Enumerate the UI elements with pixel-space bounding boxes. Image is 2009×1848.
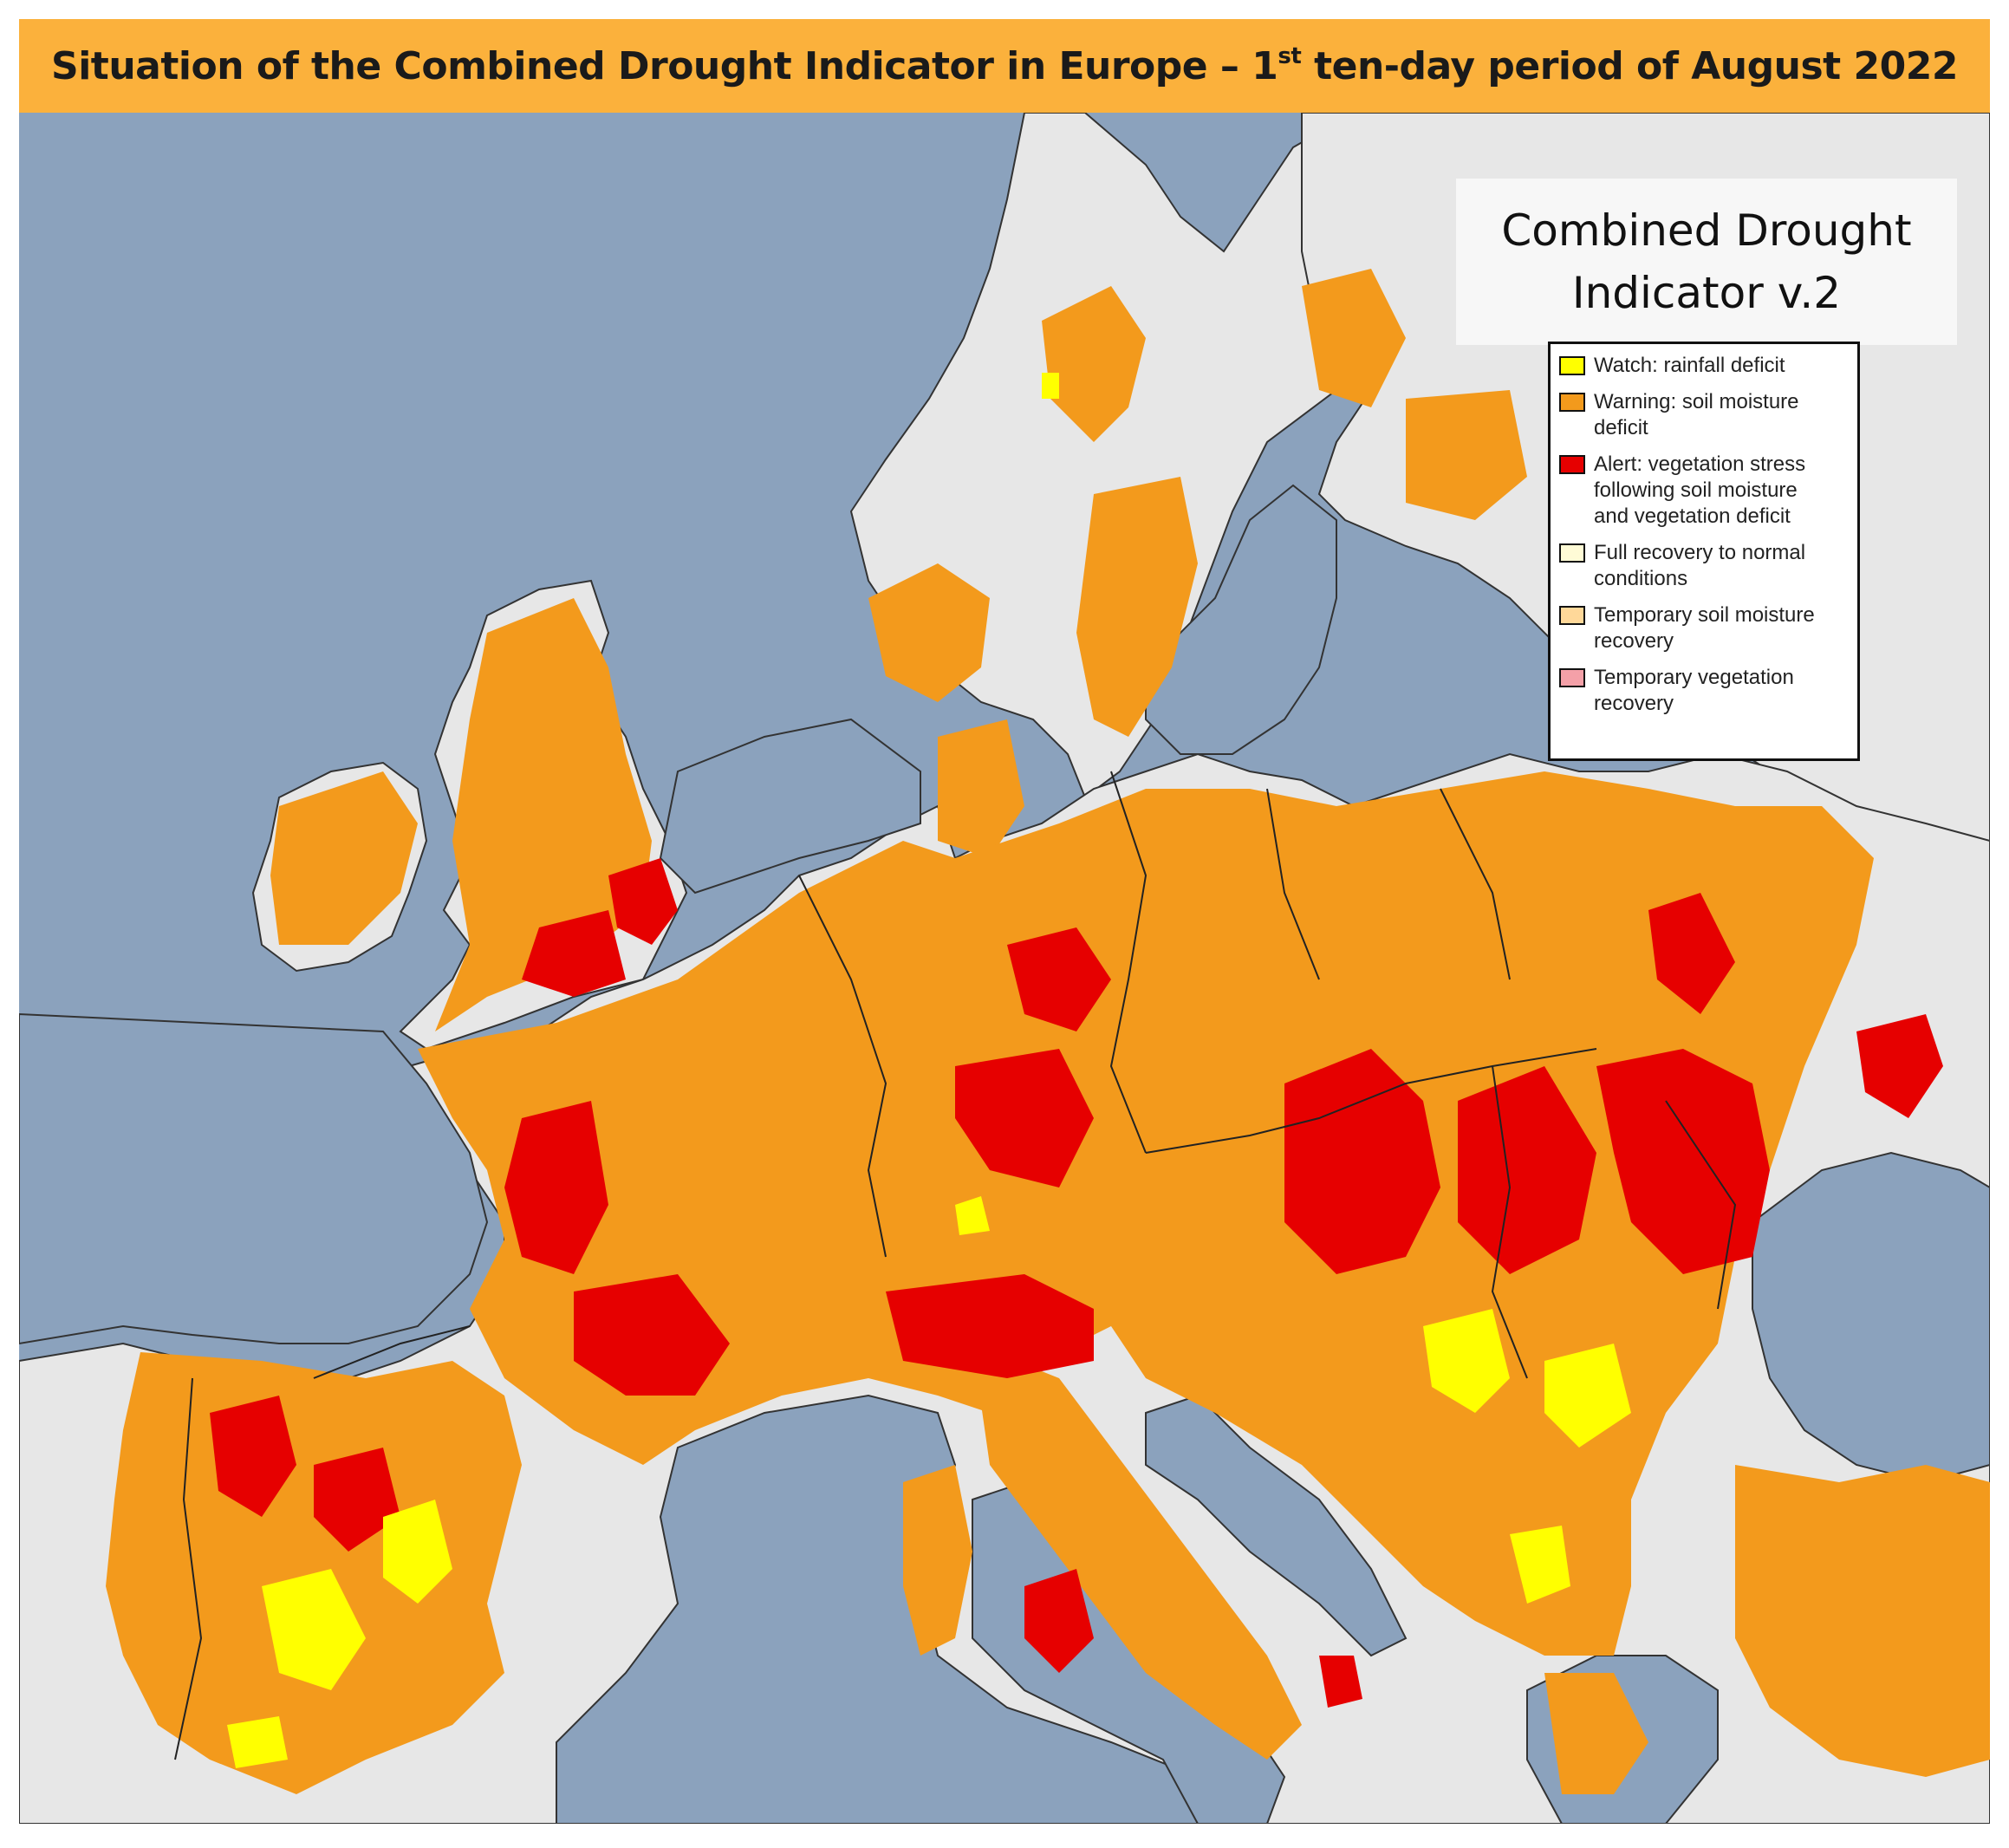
legend-swatch-watch xyxy=(1559,356,1585,375)
sea-adriatic xyxy=(1145,1394,1408,1657)
seas xyxy=(19,484,1990,1824)
map-heading-line1: Combined Drought xyxy=(1501,205,1912,256)
legend-label: Temporary soil moisture recovery xyxy=(1594,603,1815,653)
legend: Watch: rainfall deficit Warning: soil mo… xyxy=(1548,342,1860,761)
sea-north xyxy=(659,718,921,895)
watch-areas xyxy=(227,373,1631,1768)
legend-label: Watch: rainfall deficit xyxy=(1594,354,1785,377)
legend-item-temp-vegetation: Temporary vegetation recovery xyxy=(1559,665,1849,717)
alert-areas xyxy=(210,858,1943,1708)
legend-swatch-warning xyxy=(1559,393,1585,412)
legend-item-alert: Alert: vegetation stress following soil … xyxy=(1559,452,1849,530)
legend-label: Warning: soil moisture deficit xyxy=(1594,390,1799,439)
legend-item-watch: Watch: rainfall deficit xyxy=(1559,353,1849,379)
title-superscript: st xyxy=(1278,43,1302,69)
legend-label: Alert: vegetation stress following soil … xyxy=(1594,452,1806,528)
map-heading-line2: Indicator v.2 xyxy=(1571,268,1842,318)
title-text: Situation of the Combined Drought Indica… xyxy=(51,43,1958,88)
map-frame: Situation of the Combined Drought Indica… xyxy=(19,19,1990,1824)
legend-label: Temporary vegetation recovery xyxy=(1594,666,1794,715)
title-main: Situation of the Combined Drought Indica… xyxy=(51,44,1278,88)
legend-item-warning: Warning: soil moisture deficit xyxy=(1559,389,1849,441)
legend-swatch-alert xyxy=(1559,455,1585,474)
legend-swatch-full-recovery xyxy=(1559,543,1585,563)
legend-item-temp-soil: Temporary soil moisture recovery xyxy=(1559,602,1849,654)
sea-bay-of-biscay xyxy=(19,1012,489,1345)
legend-swatch-temp-soil xyxy=(1559,606,1585,625)
title-tail: ten-day period of August 2022 xyxy=(1301,44,1958,88)
warning-areas xyxy=(106,269,1990,1794)
sea-mediterranean-west xyxy=(556,1394,1199,1824)
europe-drought-map: Combined Drought Indicator v.2 Watch: ra… xyxy=(19,113,1990,1824)
map-canvas xyxy=(19,113,1990,1824)
country-borders xyxy=(174,771,1737,1760)
map-heading: Combined Drought Indicator v.2 xyxy=(1456,179,1957,345)
legend-item-full-recovery: Full recovery to normal conditions xyxy=(1559,540,1849,592)
sea-baltic xyxy=(1145,484,1337,755)
legend-swatch-temp-vegetation xyxy=(1559,668,1585,687)
legend-label: Full recovery to normal conditions xyxy=(1594,541,1806,590)
page-title: Situation of the Combined Drought Indica… xyxy=(19,19,1990,113)
